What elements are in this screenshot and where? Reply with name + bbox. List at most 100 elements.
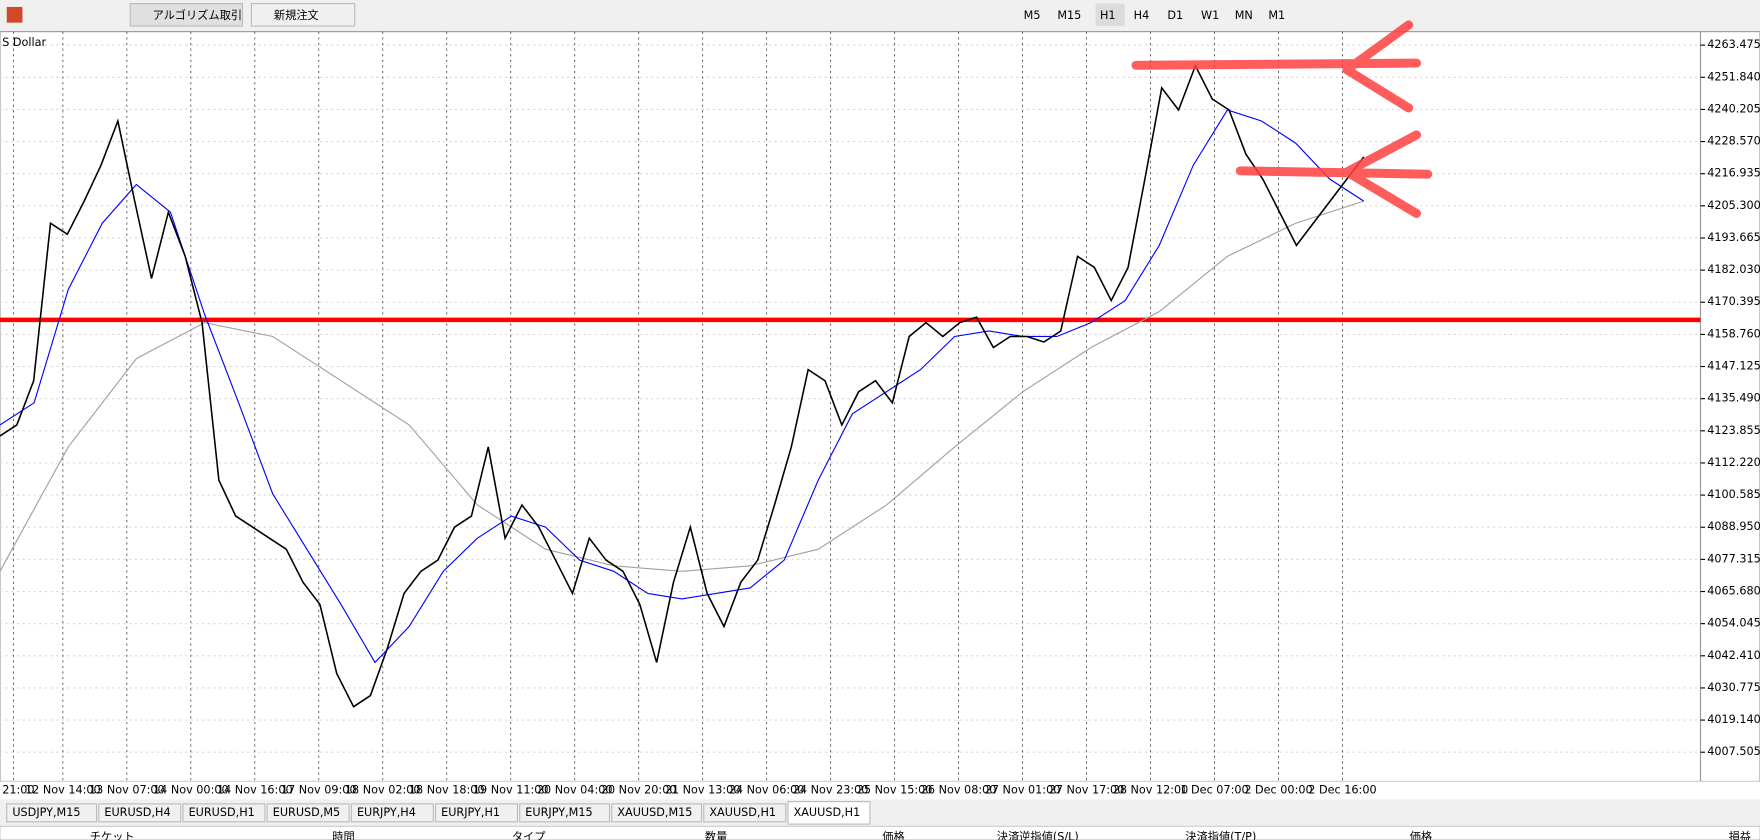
time-axis — [0, 781, 1760, 800]
x-tick-label: 1 Dec 07:00 — [1180, 783, 1248, 796]
y-tick-label: 4193.665 — [1707, 231, 1760, 244]
table-header-cell: 時間 — [332, 831, 354, 840]
y-tick-label: 4100.585 — [1707, 488, 1760, 501]
x-tick-label: 14 Nov 00:00 — [153, 783, 229, 796]
table-header — [0, 825, 1760, 840]
y-tick-label: 4088.950 — [1707, 520, 1760, 533]
y-tick-label: 4182.030 — [1707, 263, 1760, 276]
table-header-cell: 価格 — [882, 830, 904, 840]
moving-average — [0, 200, 1364, 572]
x-tick-label: 20 Nov 04:00 — [537, 783, 613, 796]
y-tick-label: 4147.125 — [1707, 360, 1760, 373]
x-tick-label: 28 Nov 12:00 — [1113, 783, 1189, 796]
moving-average — [0, 109, 1365, 664]
y-tick-label: 4054.045 — [1707, 617, 1760, 630]
chart-tab-label: XAUUSD,H1 — [709, 806, 776, 819]
y-tick-label: 4112.220 — [1707, 456, 1760, 469]
x-tick-label: 18 Nov 02:00 — [345, 783, 421, 796]
chart-tab-label: EURJPY,M15 — [525, 806, 592, 819]
chart-layer: 4263.475 4251.840 4240.205 4228.570 4216.935… — [0, 31, 1760, 796]
x-tick-label: 26 Nov 08:00 — [921, 783, 997, 796]
chart-tab[interactable] — [703, 803, 787, 823]
timeframe-button[interactable]: W1 — [1201, 9, 1219, 22]
x-tick-label: 27 Nov 17:00 — [1049, 783, 1125, 796]
x-tick-label: 14 Nov 16:00 — [217, 783, 293, 796]
annotations — [1131, 20, 1433, 218]
y-tick-label: 4158.760 — [1707, 327, 1760, 340]
y-tick-label: 4135.490 — [1707, 392, 1760, 405]
chart-tab[interactable] — [787, 801, 871, 825]
x-tick-label: 24 Nov 06:00 — [729, 783, 805, 796]
timeframe-button[interactable]: H4 — [1134, 9, 1150, 22]
chart-tab-label: EURUSD,H4 — [104, 806, 170, 819]
y-tick-label: 4077.315 — [1707, 552, 1760, 565]
toolbar-button[interactable] — [250, 3, 356, 27]
table-header-cell: 決済指値(T/P) — [1185, 830, 1256, 840]
y-tick-label: 4205.300 — [1707, 199, 1760, 212]
chart-tab[interactable] — [98, 803, 182, 823]
chart-tab[interactable] — [434, 803, 519, 823]
table-header-cell: 決済逆指値(S/L) — [997, 830, 1079, 840]
toolbar-button-label: アルゴリズム取引 — [153, 8, 242, 22]
app-icon[interactable] — [6, 6, 23, 23]
chart-tab-label: XAUUSD,M15 — [617, 806, 692, 819]
timeframe-button[interactable]: H1 — [1100, 9, 1116, 22]
table-header-cell: タイプ — [512, 831, 546, 840]
x-tick-label: 2 Dec 16:00 — [1308, 783, 1376, 796]
chart-tab-label: USDJPY,M15 — [12, 806, 80, 819]
chart-tab-label: EURJPY,H4 — [357, 806, 416, 819]
chart-tab[interactable] — [350, 803, 434, 823]
plot-area — [0, 31, 1702, 782]
y-tick-label: 4019.140 — [1707, 713, 1760, 726]
x-tick-label: 13 Nov 07:00 — [89, 783, 165, 796]
chart-tab-label: EURJPY,H1 — [441, 806, 500, 819]
chart-tab[interactable] — [6, 803, 98, 823]
y-tick-label: 4228.570 — [1707, 135, 1760, 148]
active-timeframe — [1095, 3, 1125, 27]
y-tick-label: 4123.855 — [1707, 424, 1760, 437]
toolbar-button-label: 新規注文 — [274, 8, 319, 22]
x-tick-label: 18 Nov 18:00 — [409, 783, 485, 796]
table-header-cell: チケット — [90, 831, 135, 840]
x-tick-label: 2 Dec 00:00 — [1244, 783, 1312, 796]
x-tick-label: 20 Nov 20:00 — [601, 783, 677, 796]
hand-arrow — [1235, 130, 1433, 218]
chart-tab[interactable] — [266, 803, 350, 823]
chart-tab-label: EURUSD,H1 — [189, 806, 255, 819]
x-tick-label: 21:00 — [2, 783, 34, 796]
y-tick-label: 4065.680 — [1707, 585, 1760, 598]
timeframe-button[interactable]: M5 — [1024, 9, 1041, 22]
chart-tab-label: XAUUSD,H1 — [794, 806, 861, 819]
y-tick-label: 4042.410 — [1707, 649, 1760, 662]
x-tick-label: 12 Nov 14:00 — [25, 783, 101, 796]
timeframe-button[interactable]: MN — [1235, 9, 1253, 22]
x-tick-label: 27 Nov 01:00 — [985, 783, 1061, 796]
x-tick-label: 21 Nov 13:00 — [665, 783, 741, 796]
x-tick-label: 19 Nov 11:00 — [473, 783, 549, 796]
y-tick-label: 4030.775 — [1707, 681, 1760, 694]
chart-tab[interactable] — [182, 803, 266, 823]
timeframe-button[interactable]: D1 — [1167, 9, 1183, 22]
x-tick-label: 17 Nov 09:00 — [281, 783, 357, 796]
chart-tab[interactable] — [611, 803, 703, 823]
y-tick-label: 4007.505 — [1707, 745, 1760, 758]
table-header-cell: 損益 — [1729, 830, 1751, 840]
table-header-cell: 数量 — [705, 831, 727, 840]
chart-title: S Dollar — [2, 36, 46, 49]
x-tick-label: 25 Nov 15:00 — [857, 783, 933, 796]
chart-tab[interactable] — [519, 803, 611, 823]
timeframe-button[interactable]: M1 — [1268, 9, 1285, 22]
y-tick-label: 4263.475 — [1707, 38, 1760, 51]
x-tick-label: 24 Nov 23:00 — [793, 783, 869, 796]
hand-arrow — [1131, 20, 1422, 113]
table-header-cell: 価格 — [1410, 830, 1432, 840]
y-tick-label: 4251.840 — [1707, 70, 1760, 83]
timeframe-button[interactable]: M15 — [1057, 9, 1081, 22]
chart-tab-label: EURUSD,M5 — [273, 806, 340, 819]
price-line — [0, 63, 1365, 708]
y-tick-label: 4216.935 — [1707, 167, 1760, 180]
toolbar-button[interactable] — [129, 3, 244, 27]
y-tick-label: 4170.395 — [1707, 295, 1760, 308]
